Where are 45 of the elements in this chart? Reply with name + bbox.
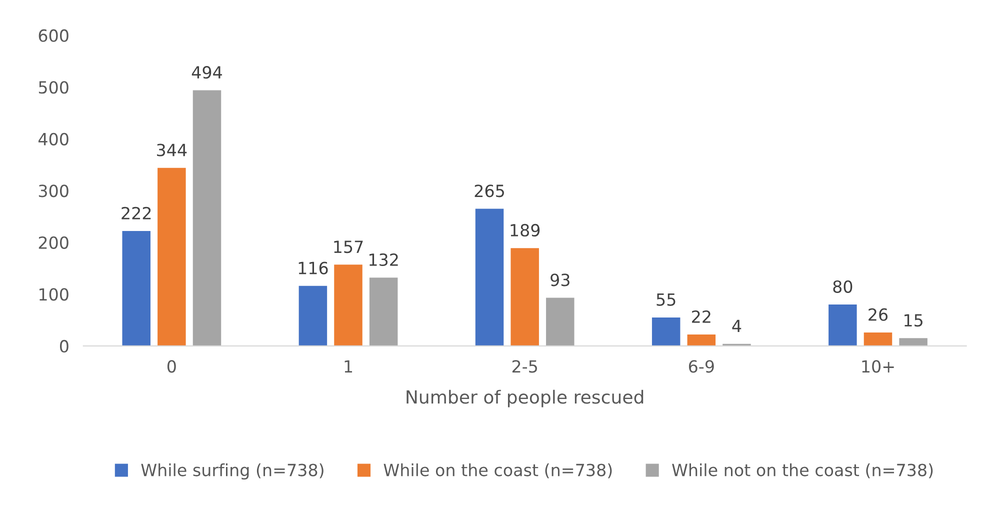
- legend-label: While not on the coast (n=738): [672, 463, 933, 478]
- data-label: 26: [868, 308, 888, 321]
- legend-label: While on the coast (n=738): [384, 463, 612, 478]
- bar: [122, 231, 150, 346]
- data-label: 55: [656, 294, 676, 306]
- x-tick-label: 6-9: [688, 360, 714, 373]
- x-tick-label: 1: [344, 360, 352, 372]
- data-label: 116: [298, 262, 328, 274]
- bar: [687, 334, 716, 346]
- y-tick-label: 100: [40, 288, 68, 301]
- x-tick-label: 10+: [862, 360, 894, 373]
- bar: [510, 248, 539, 346]
- bar: [899, 338, 928, 346]
- bar: [546, 298, 574, 346]
- x-tick-label: 0: [167, 360, 176, 373]
- y-tick-label: 0: [60, 340, 68, 352]
- data-label: 494: [192, 66, 222, 79]
- bar: [192, 90, 222, 346]
- bar: [369, 278, 398, 346]
- data-label: 80: [833, 280, 852, 293]
- y-tick-label: 500: [38, 81, 68, 94]
- bar: [298, 286, 328, 346]
- data-label: 4: [732, 320, 742, 332]
- data-label: 344: [157, 144, 187, 156]
- bar: [828, 304, 857, 346]
- data-label: 15: [904, 314, 922, 327]
- data-label: 93: [550, 274, 570, 286]
- data-label: 157: [334, 240, 363, 254]
- y-tick-label: 300: [38, 184, 68, 198]
- data-label: 132: [369, 253, 398, 266]
- data-label: 222: [122, 206, 151, 220]
- data-label: 189: [510, 224, 540, 237]
- legend-label: While surfing (n=738): [141, 463, 324, 480]
- bar: [652, 317, 680, 346]
- y-tick-label: 600: [38, 29, 68, 42]
- y-tick-label: 200: [38, 236, 68, 249]
- bar: [334, 264, 362, 346]
- bar: [475, 208, 504, 346]
- x-tick-label: 2-5: [512, 360, 537, 373]
- x-axis-title: Number of people rescued: [406, 390, 644, 408]
- data-label: 265: [474, 184, 504, 198]
- bar: [864, 332, 892, 346]
- bar: [158, 168, 186, 346]
- y-tick-label: 400: [38, 132, 68, 146]
- data-label: 22: [692, 310, 710, 323]
